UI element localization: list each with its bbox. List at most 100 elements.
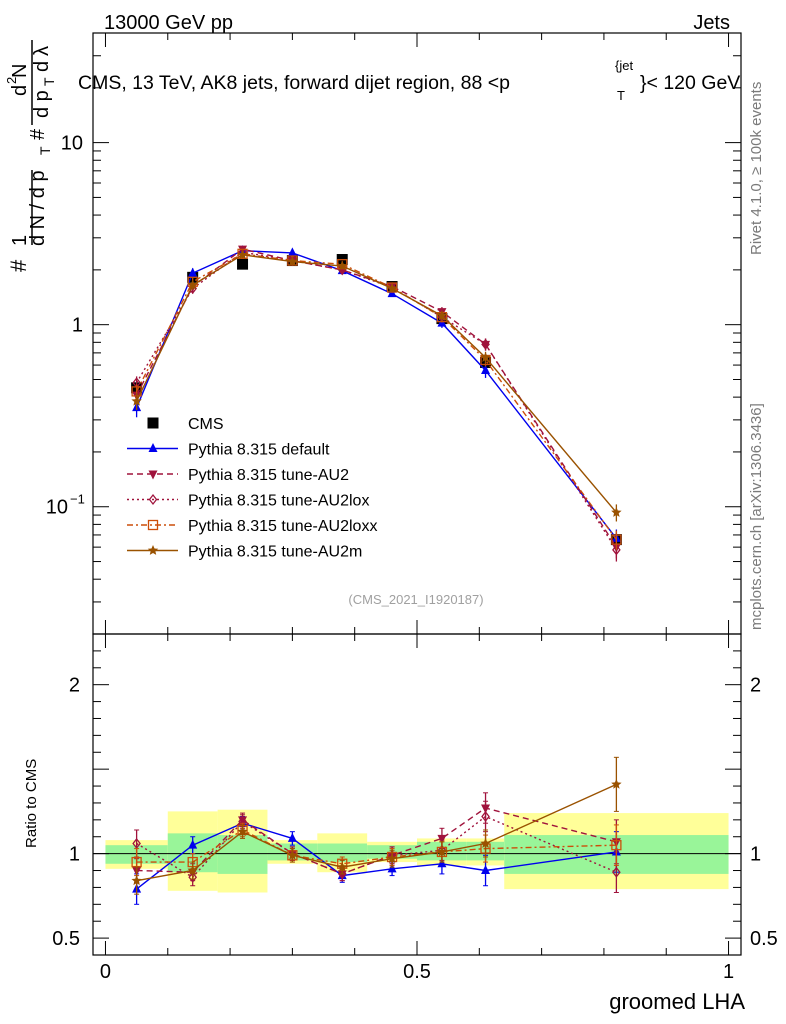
data-point-cms bbox=[237, 258, 249, 270]
ratio-point-pythia-8-315-tune-au2m bbox=[131, 875, 142, 886]
main-series bbox=[131, 245, 622, 562]
ratio-line-pythia-8-315-tune-au2lox bbox=[136, 815, 617, 879]
data-point-pythia-8-315-tune-au2m bbox=[237, 249, 248, 260]
ratio-y-tick-label-right: 0.5 bbox=[750, 928, 778, 950]
legend-label-pythia-8-315-tune-au2loxx: Pythia 8.315 tune-AU2loxx bbox=[188, 518, 377, 535]
legend-marker-cms bbox=[147, 417, 159, 429]
ratio-point-pythia-8-315-default bbox=[287, 832, 297, 842]
legend-label-pythia-8-315-default: Pythia 8.315 default bbox=[188, 442, 330, 459]
data-point-pythia-8-315-tune-au2m bbox=[287, 256, 298, 267]
legend-label-pythia-8-315-tune-au2m: Pythia 8.315 tune-AU2m bbox=[188, 544, 362, 561]
ratio-point-pythia-8-315-default bbox=[437, 858, 447, 868]
rivet-version-label: Rivet 4.1.0, ≥ 100k events bbox=[748, 82, 765, 255]
legend-marker-pythia-8-315-default bbox=[148, 443, 158, 452]
data-point-pythia-8-315-default bbox=[188, 267, 198, 277]
ratio-point-pythia-8-315-default bbox=[387, 863, 397, 873]
x-tick-label: 1 bbox=[723, 961, 734, 983]
ratio-point-pythia-8-315-tune-au2lox bbox=[132, 837, 141, 850]
analysis-watermark: (CMS_2021_I1920187) bbox=[348, 592, 483, 607]
data-point-pythia-8-315-tune-au2m bbox=[131, 395, 142, 406]
svg-text:1: 1 bbox=[9, 235, 31, 246]
series-line-pythia-8-315-tune-au2 bbox=[135, 248, 617, 548]
svg-text:2: 2 bbox=[4, 77, 19, 84]
legend-marker-pythia-8-315-tune-au2loxx bbox=[147, 519, 159, 531]
ratio-plot bbox=[131, 756, 622, 905]
legend: CMS Pythia 8.315 default Pythia 8.315 tune… bbox=[127, 416, 377, 561]
ratio-point-pythia-8-315-tune-au2m bbox=[386, 853, 398, 864]
ratio-point-pythia-8-315-tune-au2m bbox=[237, 826, 248, 837]
main-y-axis-label: # 1 d N / d p T # d 2 N d p T d λ bbox=[4, 40, 57, 272]
legend-marker-pythia-8-315-tune-au2 bbox=[148, 470, 158, 480]
ratio-point-pythia-8-315-tune-au2m bbox=[480, 838, 491, 848]
data-point-pythia-8-315-tune-au2lox bbox=[612, 544, 621, 556]
data-point-pythia-8-315-tune-au2m bbox=[187, 279, 198, 290]
ratio-point-pythia-8-315-tune-au2m bbox=[611, 778, 622, 789]
ratio-point-pythia-8-315-tune-au2m bbox=[436, 846, 448, 857]
ratio-point-pythia-8-315-tune-au2m bbox=[187, 865, 198, 875]
data-point-pythia-8-315-default bbox=[287, 247, 297, 257]
svg-text:d: d bbox=[9, 85, 31, 96]
data-point-pythia-8-315-tune-au2lox bbox=[481, 338, 490, 350]
data-point-pythia-8-315-tune-au2m bbox=[386, 283, 398, 293]
series-line-pythia-8-315-tune-au2lox bbox=[135, 251, 617, 551]
ratio-point-pythia-8-315-tune-au2lox bbox=[612, 866, 621, 878]
svg-text:d p: d p bbox=[31, 90, 53, 118]
uncertainty-band-inner bbox=[317, 843, 368, 863]
ratio-point-pythia-8-315-tune-au2loxx bbox=[131, 856, 142, 868]
uncertainty-band-inner bbox=[217, 835, 268, 874]
ratio-point-pythia-8-315-tune-au2 bbox=[437, 834, 447, 844]
y-tick-label-exponent: −1 bbox=[70, 492, 85, 507]
data-point-pythia-8-315-tune-au2loxx bbox=[237, 248, 248, 259]
legend-marker-pythia-8-315-tune-au2lox bbox=[148, 493, 158, 506]
data-point-pythia-8-315-tune-au2m bbox=[611, 507, 622, 517]
data-point-pythia-8-315-tune-au2m bbox=[436, 310, 448, 321]
svg-text:T: T bbox=[37, 146, 53, 155]
svg-text:N: N bbox=[9, 64, 31, 78]
x-tick-label: 0 bbox=[100, 961, 111, 983]
y-tick-label: 1 bbox=[72, 315, 83, 337]
ratio-y-axis-label: Ratio to CMS bbox=[23, 759, 40, 848]
ratio-point-pythia-8-315-tune-au2lox bbox=[481, 810, 490, 823]
y-tick-label: 10 bbox=[46, 497, 68, 519]
legend-label-pythia-8-315-tune-au2: Pythia 8.315 tune-AU2 bbox=[188, 467, 349, 484]
ratio-point-pythia-8-315-tune-au2lox bbox=[337, 868, 347, 880]
ratio-point-pythia-8-315-default bbox=[188, 839, 198, 849]
ratio-y-tick-label-left: 1 bbox=[69, 844, 80, 866]
ratio-y-tick-label-left: 0.5 bbox=[52, 928, 80, 950]
y-tick-label: 10 bbox=[61, 133, 83, 155]
ratio-bands bbox=[93, 809, 741, 893]
data-point-pythia-8-315-tune-au2m bbox=[480, 352, 491, 362]
energy-label: 13000 GeV pp bbox=[104, 12, 233, 34]
ratio-point-pythia-8-315-default bbox=[481, 865, 491, 875]
svg-text:#: # bbox=[27, 128, 49, 140]
chart-title-main: CMS, 13 TeV, AK8 jets, forward dijet reg… bbox=[78, 72, 510, 94]
data-point-pythia-8-315-tune-au2loxx bbox=[611, 534, 622, 545]
ratio-line-pythia-8-315-tune-au2loxx bbox=[136, 829, 617, 865]
data-point-pythia-8-315-tune-au2m bbox=[337, 260, 348, 271]
x-axis-label: groomed LHA bbox=[609, 989, 745, 1014]
ratio-y-tick-label-right: 1 bbox=[750, 844, 761, 866]
chart-title-tail: }< 120 GeV bbox=[640, 72, 740, 94]
chart-title: CMS, 13 TeV, AK8 jets, forward dijet reg… bbox=[78, 58, 740, 103]
ratio-y-tick-label-right: 2 bbox=[750, 675, 761, 697]
svg-text:#: # bbox=[6, 259, 31, 272]
svg-text:d N / d p: d N / d p bbox=[27, 170, 49, 246]
data-point-pythia-8-315-default bbox=[481, 365, 491, 375]
process-label: Jets bbox=[693, 12, 730, 34]
ratio-point-pythia-8-315-tune-au2m bbox=[287, 849, 298, 860]
x-tick-label: 0.5 bbox=[403, 961, 431, 983]
mcplots-label: mcplots.cern.ch [arXiv:1306.3436] bbox=[748, 403, 765, 630]
ratio-point-pythia-8-315-tune-au2m bbox=[337, 861, 348, 872]
ratio-y-tick-label-left: 2 bbox=[69, 675, 80, 697]
ratio-plot-frame bbox=[92, 633, 742, 956]
legend-marker-pythia-8-315-tune-au2m bbox=[147, 545, 159, 555]
legend-label-pythia-8-315-tune-au2lox: Pythia 8.315 tune-AU2lox bbox=[188, 493, 369, 510]
legend-label-cms: CMS bbox=[188, 416, 224, 433]
ratio-point-pythia-8-315-tune-au2loxx bbox=[611, 840, 622, 851]
chart-title-sub: T bbox=[617, 88, 625, 103]
ratio-point-pythia-8-315-tune-au2lox bbox=[188, 871, 198, 883]
svg-text:d: d bbox=[31, 61, 53, 72]
chart-title-sup: {jet bbox=[615, 58, 633, 73]
